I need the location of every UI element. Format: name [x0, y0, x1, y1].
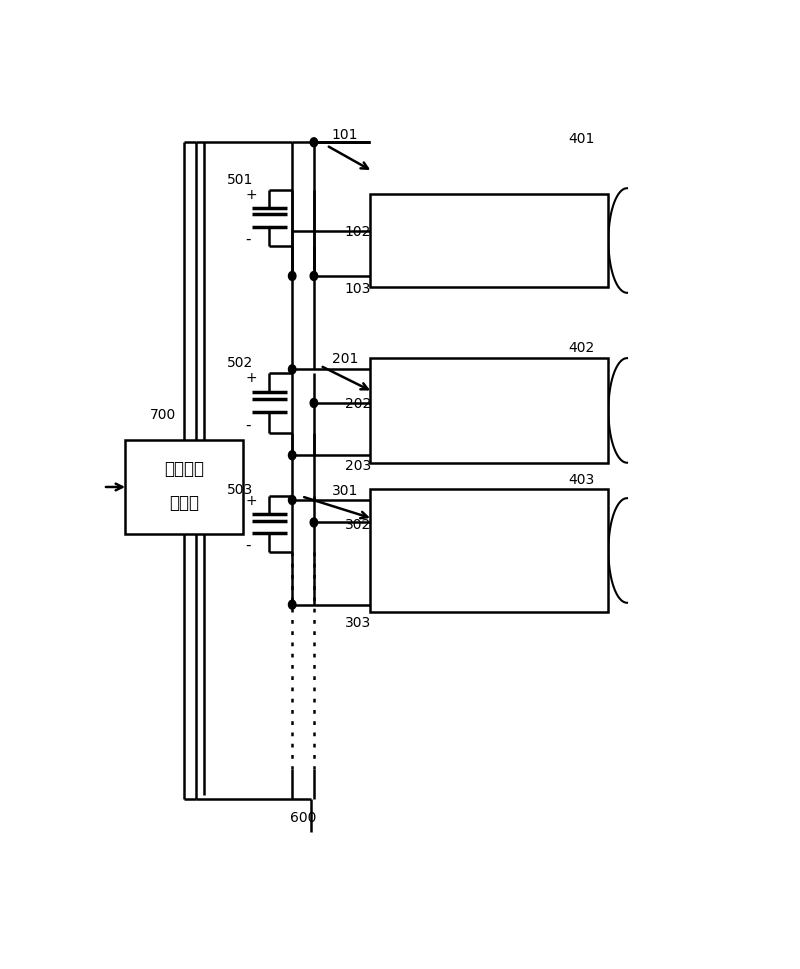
Circle shape [310, 399, 318, 408]
Text: 201: 201 [332, 352, 358, 365]
Text: 103: 103 [345, 282, 371, 297]
Text: 700: 700 [150, 408, 176, 422]
Circle shape [310, 272, 318, 281]
Text: 402: 402 [568, 340, 594, 355]
Text: 502: 502 [227, 356, 254, 370]
Bar [370, 489, 608, 612]
Text: +: + [246, 370, 258, 384]
Circle shape [310, 518, 318, 527]
Circle shape [289, 452, 296, 460]
Bar [370, 359, 608, 463]
Text: +: + [246, 493, 258, 507]
Text: 电电路: 电电路 [169, 493, 198, 512]
Circle shape [289, 365, 296, 374]
Text: -: - [246, 537, 251, 552]
Text: -: - [246, 232, 251, 246]
Text: 501: 501 [227, 172, 254, 186]
Text: +: + [246, 187, 258, 202]
Text: 102: 102 [345, 225, 371, 238]
Text: 503: 503 [227, 483, 254, 496]
Text: 外部充放: 外部充放 [164, 460, 204, 478]
Text: 101: 101 [332, 128, 358, 141]
Circle shape [289, 601, 296, 610]
Text: 303: 303 [345, 615, 371, 630]
Text: 403: 403 [568, 472, 594, 486]
Circle shape [289, 272, 296, 281]
Text: 203: 203 [345, 459, 371, 473]
Bar [370, 195, 608, 288]
Circle shape [289, 496, 296, 505]
Text: -: - [246, 418, 251, 432]
Text: 302: 302 [345, 517, 371, 532]
Text: 301: 301 [332, 484, 358, 497]
Circle shape [310, 139, 318, 147]
Text: 202: 202 [345, 396, 371, 410]
Bar [125, 441, 242, 534]
Text: 600: 600 [290, 810, 317, 825]
Text: 401: 401 [568, 132, 594, 145]
